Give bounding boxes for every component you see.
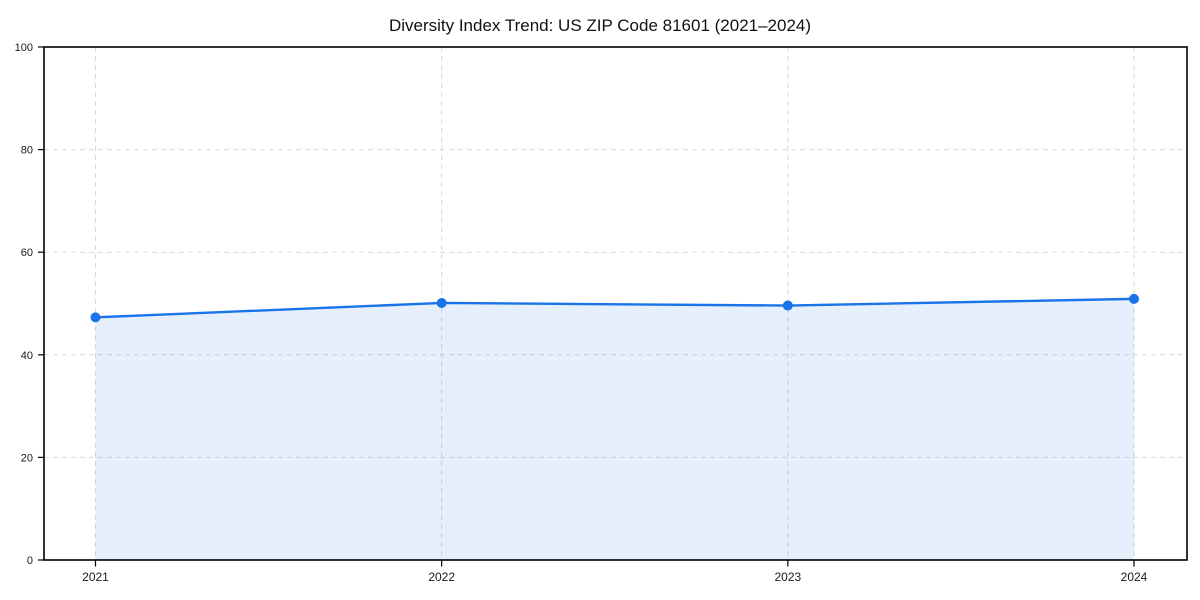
- x-tick-label: 2021: [82, 570, 109, 584]
- x-tick-label: 2022: [428, 570, 455, 584]
- y-tick-label: 100: [15, 42, 33, 54]
- data-point-marker: [436, 297, 447, 308]
- data-point-marker: [782, 300, 793, 311]
- x-tick-label: 2024: [1121, 570, 1148, 584]
- plot-border: [43, 46, 1188, 561]
- chart-title: Diversity Index Trend: US ZIP Code 81601…: [389, 16, 811, 35]
- data-point-marker: [1129, 293, 1139, 304]
- x-tick-label: 2023: [774, 570, 801, 584]
- data-point-marker: [90, 312, 101, 323]
- y-tick-label: 0: [27, 555, 33, 567]
- plot-area: 0 20 40 60 80 100 2021 2022 2023 2024: [15, 42, 1188, 584]
- y-tick-label: 80: [21, 145, 33, 157]
- trend-line: [94, 297, 1136, 319]
- y-tick-label: 20: [21, 452, 33, 464]
- y-tick-label: 40: [21, 350, 33, 362]
- y-tick-label: 60: [21, 247, 33, 259]
- area-fill: [95, 298, 1134, 560]
